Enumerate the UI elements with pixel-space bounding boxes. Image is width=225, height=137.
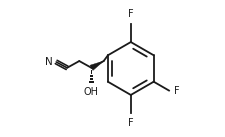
Text: F: F	[174, 85, 180, 95]
Text: OH: OH	[84, 87, 99, 97]
Text: F: F	[128, 118, 134, 128]
Text: N: N	[45, 57, 53, 67]
Polygon shape	[90, 61, 104, 70]
Text: F: F	[128, 9, 134, 19]
